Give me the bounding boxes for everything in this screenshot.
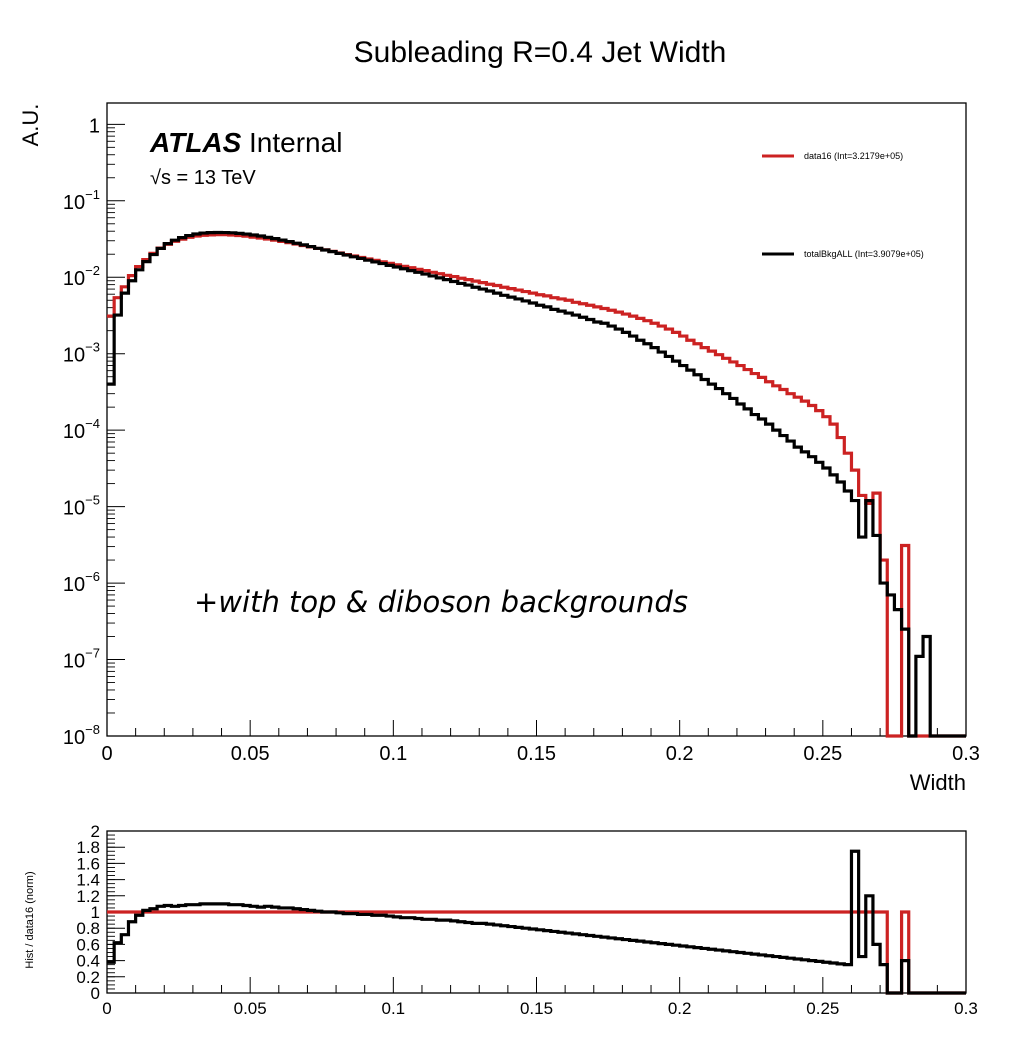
main-panel-y-tick-label: 10−7 bbox=[63, 646, 100, 673]
ratio-panel-y-tick-label: 0 bbox=[91, 984, 100, 1003]
ratio-panel-y-tick-label: 0.8 bbox=[76, 919, 100, 938]
main-panel-series-1 bbox=[107, 230, 966, 738]
main-panel-y-tick-label: 10−8 bbox=[63, 722, 100, 749]
atlas-internal-text: Internal bbox=[241, 127, 342, 158]
ratio-panel-x-tick-label: 0.1 bbox=[382, 999, 406, 1018]
main-panel-y-tick-label: 1 bbox=[89, 115, 100, 137]
legend: data16 (Int=3.2179e+05) totalBkgALL (Int… bbox=[762, 151, 924, 259]
ratio-panel-y-tick-label: 1.6 bbox=[76, 854, 100, 873]
main-panel: 0 0.05 0.1 0.15 0.2 0.25 0.3 1 10−1 10−2 10−3 10−4 1… bbox=[63, 102, 980, 765]
sqrt-s-text: √s bbox=[150, 167, 171, 189]
ratio-panel-y-tick-label: 0.2 bbox=[76, 968, 100, 987]
ratio-panel-series-1 bbox=[107, 849, 966, 995]
main-panel-y-tick-label: 10−1 bbox=[63, 187, 100, 214]
atlas-bold-text: ATLAS bbox=[149, 127, 242, 158]
ratio-panel-series-0 bbox=[107, 910, 966, 995]
svg-text:ATLAS Internal: ATLAS Internal bbox=[149, 127, 342, 158]
ratio-panel-y-tick-label: 2 bbox=[91, 822, 100, 841]
chart-title: Subleading R=0.4 Jet Width bbox=[354, 36, 727, 69]
main-panel-y-tick-label: 10−5 bbox=[63, 493, 100, 520]
ratio-panel-x-tick-label: 0.25 bbox=[806, 999, 839, 1018]
ratio-panel-y-tick-label: 1 bbox=[91, 903, 100, 922]
ratio-panel-x-tick-label: 0.3 bbox=[954, 999, 978, 1018]
ratio-panel-y-tick-label: 1.2 bbox=[76, 887, 100, 906]
main-y-axis-label: A.U. bbox=[18, 104, 43, 147]
ratio-panel: 0 0.05 0.1 0.15 0.2 0.25 0.300.20.40.60.811.21… bbox=[76, 822, 977, 1018]
main-panel-x-tick-label: 0.05 bbox=[231, 743, 270, 765]
main-panel-y-tick-label: 10−4 bbox=[63, 416, 100, 443]
main-panel-series-0 bbox=[107, 233, 966, 738]
svg-text:√s = 13 TeV: √s = 13 TeV bbox=[150, 167, 256, 189]
ratio-panel-x-tick-label: 0.2 bbox=[668, 999, 692, 1018]
main-panel-y-tick-label: 10−3 bbox=[63, 340, 100, 367]
ratio-panel-y-tick-label: 0.6 bbox=[76, 935, 100, 954]
main-panel-x-tick-label: 0.15 bbox=[517, 743, 556, 765]
main-panel-y-tick-label: 10−6 bbox=[63, 569, 100, 596]
ratio-panel-y-tick-label: 1.4 bbox=[76, 871, 100, 890]
ratio-panel-x-tick-label: 0.05 bbox=[234, 999, 267, 1018]
annotation-text: +with top & diboson backgrounds bbox=[194, 585, 688, 619]
ratio-panel-y-tick-label: 0.4 bbox=[76, 952, 100, 971]
main-panel-frame bbox=[106, 102, 967, 737]
main-panel-x-tick-label: 0 bbox=[101, 743, 112, 765]
main-x-axis-label: Width bbox=[910, 770, 966, 795]
legend-label-data: data16 (Int=3.2179e+05) bbox=[804, 151, 903, 161]
main-panel-x-tick-label: 0.3 bbox=[952, 743, 980, 765]
energy-text: = 13 TeV bbox=[171, 167, 256, 189]
main-panel-x-tick-label: 0.1 bbox=[379, 743, 407, 765]
ratio-panel-x-tick-label: 0.15 bbox=[520, 999, 553, 1018]
main-panel-y-tick-label: 10−2 bbox=[63, 263, 100, 290]
atlas-label: ATLAS Internal √s = 13 TeV bbox=[149, 127, 342, 189]
legend-label-bkg: totalBkgALL (Int=3.9079e+05) bbox=[804, 249, 924, 259]
ratio-panel-y-tick-label: 1.8 bbox=[76, 838, 100, 857]
ratio-panel-x-tick-label: 0 bbox=[102, 999, 111, 1018]
ratio-y-axis-label: Hist / data16 (norm) bbox=[24, 871, 36, 968]
main-panel-x-tick-label: 0.25 bbox=[803, 743, 842, 765]
main-panel-x-tick-label: 0.2 bbox=[666, 743, 694, 765]
